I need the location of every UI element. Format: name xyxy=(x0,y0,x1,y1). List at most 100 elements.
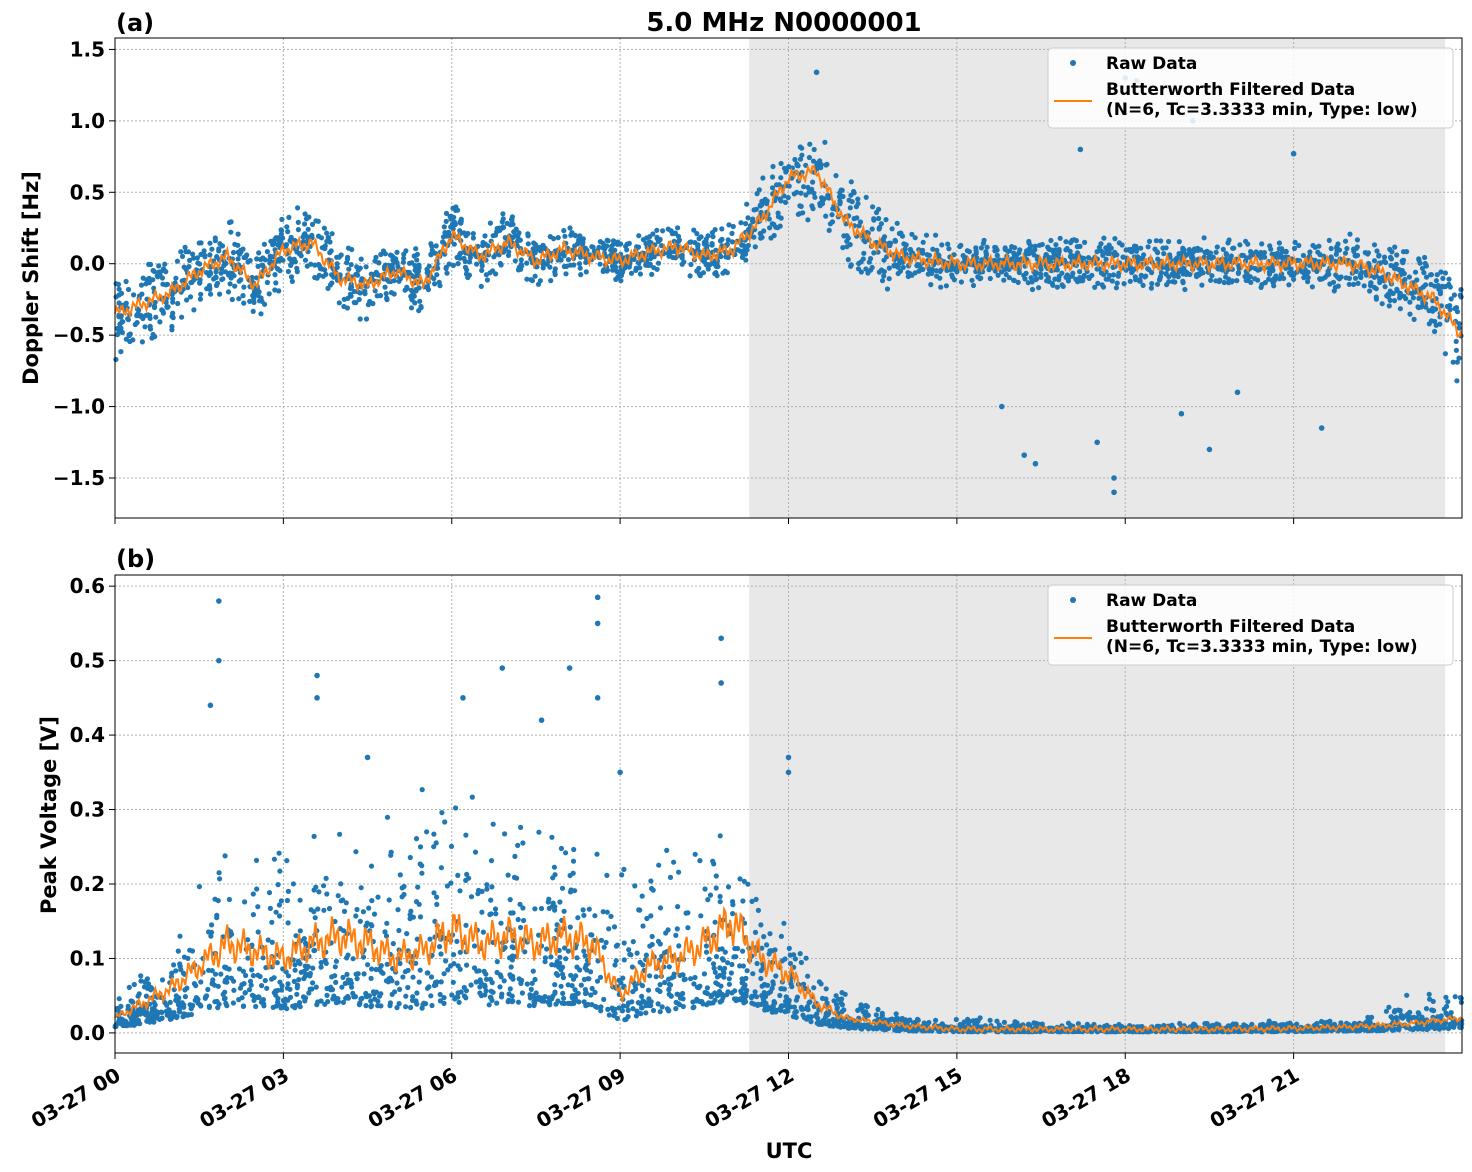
raw-data-point xyxy=(357,290,363,296)
raw-data-point xyxy=(666,964,672,970)
raw-data-point xyxy=(333,958,339,964)
raw-data-point xyxy=(253,1003,259,1010)
raw-data-point xyxy=(755,1001,761,1008)
raw-data-point xyxy=(647,973,653,979)
raw-data-point xyxy=(966,249,973,255)
raw-data-point xyxy=(1005,248,1011,255)
raw-data-point xyxy=(510,221,516,227)
raw-data-point xyxy=(363,316,370,322)
raw-data-point xyxy=(1262,280,1268,286)
raw-data-point xyxy=(866,259,872,265)
raw-data-point xyxy=(1417,260,1423,266)
raw-data-point xyxy=(361,971,367,977)
raw-data-point xyxy=(750,216,756,222)
raw-data-point xyxy=(848,263,854,269)
raw-data-point xyxy=(574,955,580,961)
raw-data-point xyxy=(570,858,577,864)
raw-data-point xyxy=(441,224,447,230)
raw-data-point xyxy=(181,1004,187,1010)
raw-data-point xyxy=(338,898,344,904)
raw-data-point xyxy=(275,882,281,888)
raw-data-point xyxy=(826,227,832,233)
raw-data-point xyxy=(535,281,542,287)
raw-data-point xyxy=(315,999,321,1005)
raw-data-point xyxy=(793,997,800,1003)
raw-data-point xyxy=(1404,249,1410,255)
raw-data-point xyxy=(1077,146,1084,153)
raw-data-point xyxy=(1276,240,1282,246)
raw-data-point xyxy=(1456,321,1462,327)
raw-data-point xyxy=(277,913,283,919)
raw-data-point xyxy=(1158,238,1164,244)
raw-data-point xyxy=(442,819,448,825)
raw-data-point xyxy=(224,979,230,985)
raw-data-point xyxy=(372,996,378,1002)
raw-data-point xyxy=(454,938,460,945)
raw-data-point xyxy=(766,216,772,222)
raw-data-point xyxy=(511,874,518,881)
raw-data-point xyxy=(365,962,371,968)
raw-data-point xyxy=(901,241,907,247)
raw-data-point xyxy=(602,267,608,273)
raw-data-point xyxy=(1371,258,1378,264)
raw-data-point xyxy=(236,966,243,972)
raw-data-point xyxy=(276,288,282,294)
raw-data-point xyxy=(1138,272,1144,278)
raw-data-point xyxy=(392,989,398,995)
y-tick-label: −1.5 xyxy=(53,466,105,490)
raw-data-point xyxy=(182,987,188,993)
raw-data-point xyxy=(1032,247,1038,253)
raw-data-point xyxy=(295,205,301,211)
raw-data-point xyxy=(228,219,234,225)
raw-data-point xyxy=(272,272,278,278)
raw-data-point xyxy=(560,971,566,977)
raw-data-point xyxy=(119,1020,125,1026)
raw-data-point xyxy=(658,243,665,249)
raw-data-point xyxy=(630,939,636,945)
raw-data-point xyxy=(341,908,348,915)
raw-data-point xyxy=(946,246,952,252)
raw-data-point xyxy=(1386,303,1392,309)
raw-data-point xyxy=(634,950,640,956)
raw-data-point xyxy=(545,899,551,905)
raw-data-point xyxy=(1300,252,1306,259)
raw-data-point xyxy=(1001,1019,1008,1025)
raw-data-point xyxy=(847,205,853,211)
raw-data-point xyxy=(302,940,309,946)
raw-data-point xyxy=(862,239,868,245)
raw-data-point xyxy=(1248,249,1254,255)
raw-data-point xyxy=(697,858,703,864)
raw-data-point xyxy=(1437,288,1443,295)
raw-data-point xyxy=(237,985,243,991)
raw-data-point xyxy=(844,244,850,250)
raw-data-point xyxy=(431,831,437,837)
raw-data-point xyxy=(785,195,791,201)
raw-data-point xyxy=(810,179,816,185)
raw-data-point xyxy=(212,238,218,244)
raw-data-point xyxy=(1138,245,1144,251)
raw-data-point xyxy=(187,257,193,263)
raw-data-point xyxy=(138,282,145,288)
raw-data-point xyxy=(224,975,230,981)
raw-data-point xyxy=(247,978,254,984)
raw-data-point xyxy=(402,969,408,975)
raw-data-point xyxy=(1036,285,1042,291)
raw-data-point xyxy=(429,1002,435,1009)
raw-data-point xyxy=(978,275,984,281)
raw-data-point xyxy=(817,158,823,164)
raw-data-point xyxy=(598,937,605,943)
raw-data-point xyxy=(1063,239,1069,245)
raw-data-point xyxy=(604,872,610,879)
raw-data-point xyxy=(321,225,327,231)
raw-data-point xyxy=(126,332,132,338)
y-tick-label: 1.0 xyxy=(70,109,105,133)
raw-data-point xyxy=(668,993,674,999)
raw-data-point xyxy=(134,312,140,318)
raw-data-point xyxy=(930,246,936,252)
raw-data-point xyxy=(542,994,548,1000)
raw-data-point xyxy=(551,236,557,242)
raw-data-point xyxy=(349,246,355,253)
raw-data-point xyxy=(720,957,726,963)
raw-data-point xyxy=(1432,328,1438,335)
